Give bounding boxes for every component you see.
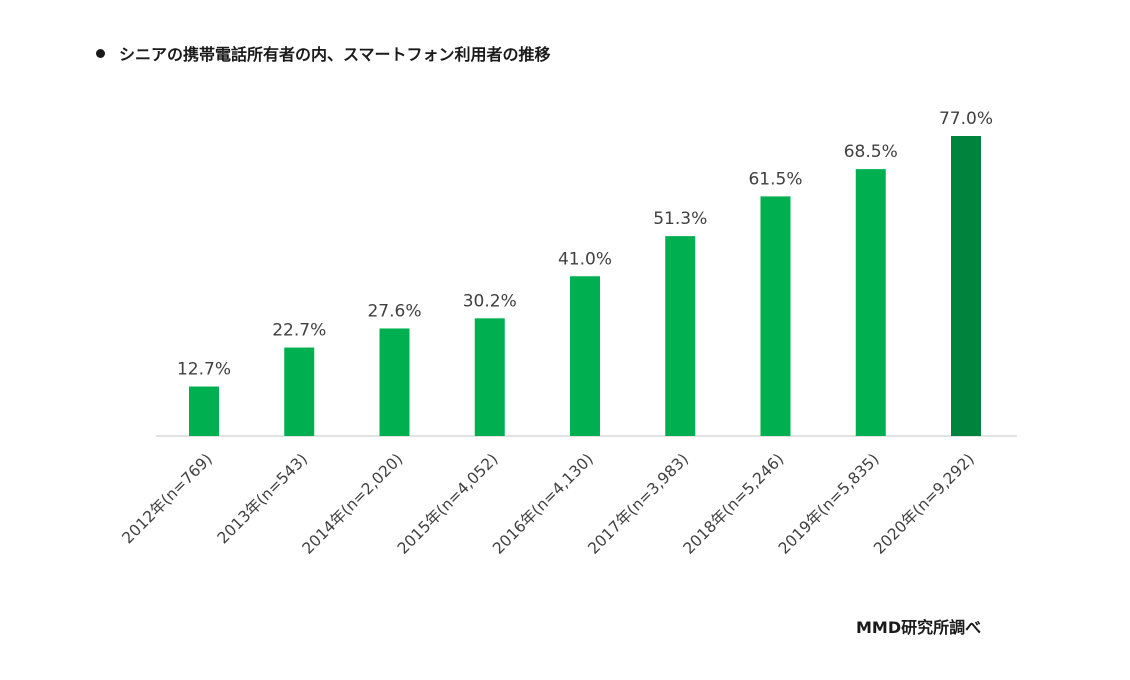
- chart-title: シニアの携帯電話所有者の内、スマートフォン利用者の推移: [96, 41, 551, 65]
- bar-5: [570, 276, 600, 436]
- x-tick-label-7: 2018年(n=5,246): [680, 450, 788, 558]
- data-label-8: 68.5%: [844, 142, 898, 162]
- data-label-4: 30.2%: [463, 291, 517, 311]
- data-label-9: 77.0%: [939, 109, 993, 129]
- data-label-3: 27.6%: [367, 301, 421, 321]
- x-tick-label-9: 2020年(n=9,292): [870, 450, 978, 558]
- bar-9: [951, 136, 981, 436]
- data-label-5: 41.0%: [558, 249, 612, 269]
- data-label-2: 22.7%: [272, 321, 326, 341]
- bar-2: [284, 347, 315, 436]
- bar-1: [189, 386, 219, 436]
- x-tick-label-8: 2019年(n=5,835): [775, 450, 883, 558]
- bar-7: [760, 196, 791, 436]
- bar-8: [855, 169, 886, 436]
- x-tick-label-2: 2013年(n=543): [214, 450, 311, 547]
- x-tick-label-1: 2012年(n=769): [119, 450, 216, 547]
- bar-4: [474, 318, 505, 436]
- chart-title-text: シニアの携帯電話所有者の内、スマートフォン利用者の推移: [119, 45, 551, 64]
- source-note: MMD研究所調べ: [856, 618, 982, 637]
- data-label-1: 12.7%: [177, 360, 231, 380]
- x-tick-label-5: 2016年(n=4,130): [489, 450, 597, 558]
- x-tick-label-3: 2014年(n=2,020): [299, 450, 407, 558]
- bar-3: [379, 328, 410, 436]
- bar-6: [665, 236, 696, 436]
- data-label-6: 51.3%: [653, 209, 707, 229]
- data-label-7: 61.5%: [748, 169, 802, 189]
- x-tick-label-6: 2017年(n=3,983): [584, 450, 692, 558]
- x-tick-label-4: 2015年(n=4,052): [394, 450, 502, 558]
- bullet-icon: [96, 49, 105, 58]
